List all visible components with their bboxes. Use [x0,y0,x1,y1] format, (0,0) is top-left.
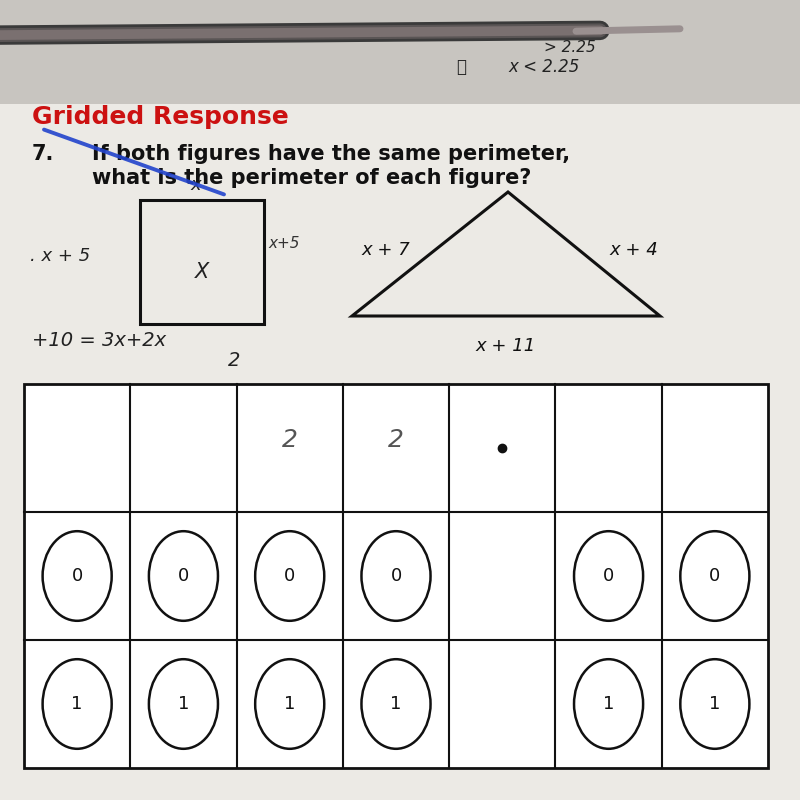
Text: +10 = 3x+2x: +10 = 3x+2x [32,330,166,350]
Text: X: X [195,262,209,282]
Bar [0,104,800,800]
Text: 0: 0 [603,567,614,585]
Text: 7.: 7. [32,144,54,164]
Text: 1: 1 [71,695,83,713]
Text: 1: 1 [603,695,614,713]
Text: > 2.25: > 2.25 [544,40,596,55]
Bar [140,200,264,324]
Text: ⓓ: ⓓ [456,58,466,76]
Text: 1: 1 [284,695,295,713]
Text: x + 11: x + 11 [476,338,536,355]
Text: x < 2.25: x < 2.25 [508,58,579,76]
Text: 0: 0 [71,567,82,585]
Text: . x + 5: . x + 5 [30,246,90,265]
Text: 1: 1 [709,695,721,713]
Text: 1: 1 [390,695,402,713]
Text: 0: 0 [390,567,402,585]
Text: Gridded Response: Gridded Response [32,105,289,129]
Text: 2: 2 [282,428,298,452]
Text: x + 7: x + 7 [362,241,410,259]
Text: 2: 2 [388,428,404,452]
Text: 0: 0 [178,567,189,585]
Text: what is the perimeter of each figure?: what is the perimeter of each figure? [92,168,531,188]
Text: x+5: x+5 [268,236,299,251]
Text: 2: 2 [228,350,240,370]
Text: 0: 0 [284,567,295,585]
Text: 1: 1 [178,695,189,713]
Text: x: x [190,176,201,194]
Text: If both figures have the same perimeter,: If both figures have the same perimeter, [92,144,570,164]
Text: 0: 0 [710,567,721,585]
Text: x + 4: x + 4 [610,241,658,259]
Bar [24,384,768,768]
